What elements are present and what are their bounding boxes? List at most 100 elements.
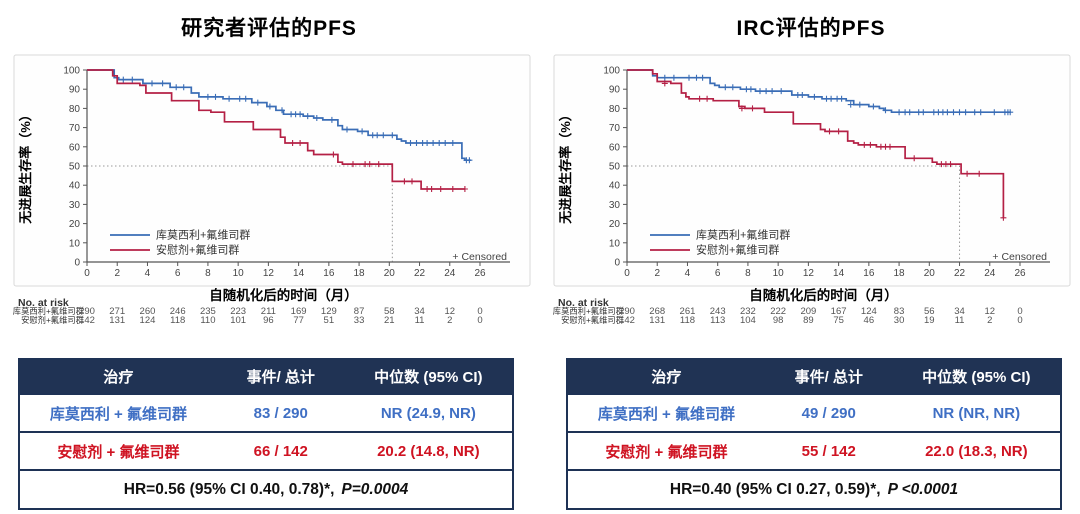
- risk-count: 33: [354, 315, 365, 326]
- table-row-treatment-arm: 库莫西利 + 氟维司群 49 / 290 NR (NR, NR): [568, 393, 1060, 431]
- risk-count: 129: [321, 306, 337, 317]
- risk-count: 34: [414, 306, 425, 317]
- x-tick-label: 10: [773, 268, 785, 279]
- risk-count: 290: [619, 306, 635, 317]
- events-total-value: 66 / 142: [253, 442, 308, 460]
- no-at-risk-label: No. at risk: [558, 297, 609, 309]
- risk-count: 2: [447, 315, 452, 326]
- y-tick-label: 70: [69, 123, 81, 134]
- risk-count: 260: [140, 306, 156, 317]
- x-tick-label: 4: [685, 268, 691, 279]
- header-events-total: 事件/ 总计: [794, 369, 863, 386]
- risk-count: 104: [740, 315, 756, 326]
- table-row-placebo-arm: 安慰剂 + 氟维司群 66 / 142 20.2 (14.8, NR): [20, 431, 512, 469]
- header-treatment: 治疗: [103, 369, 134, 386]
- right-chart-title: IRC评估的PFS: [736, 17, 886, 40]
- y-tick-label: 0: [74, 258, 80, 269]
- x-tick-label: 4: [145, 268, 151, 279]
- y-tick-label: 90: [609, 85, 621, 96]
- x-tick-label: 18: [354, 268, 366, 279]
- x-tick-label: 16: [323, 268, 335, 279]
- y-tick-label: 70: [609, 123, 621, 134]
- risk-count: 11: [415, 315, 425, 326]
- median-ci-value: 22.0 (18.3, NR): [925, 442, 1028, 460]
- legend-label-1: 安慰剂+氟维司群: [156, 243, 239, 257]
- x-tick-label: 14: [833, 268, 845, 279]
- censor-marks-1: [661, 80, 1007, 221]
- risk-count: 243: [710, 306, 726, 317]
- y-tick-label: 20: [69, 219, 81, 230]
- x-tick-label: 24: [984, 268, 996, 279]
- risk-count: 87: [354, 306, 365, 317]
- censored-legend: + Censored: [452, 251, 507, 263]
- y-tick-label: 10: [609, 238, 621, 249]
- censor-marks-0: [120, 76, 473, 164]
- treatment-name: 安慰剂 + 氟维司群: [605, 443, 728, 461]
- risk-count: 232: [740, 306, 756, 317]
- x-tick-label: 12: [803, 268, 815, 279]
- table-row-treatment-arm: 库莫西利 + 氟维司群 83 / 290 NR (24.9, NR): [20, 393, 512, 431]
- y-tick-label: 30: [69, 200, 81, 211]
- header-median-ci: 中位数 (95% CI): [374, 369, 483, 386]
- chart-frame: [13, 54, 531, 287]
- y-tick-label: 40: [69, 181, 81, 192]
- risk-count: 113: [710, 315, 725, 326]
- km-curve-0: [87, 69, 471, 162]
- median-reference-line: [627, 165, 961, 262]
- censor-marks-0: [661, 74, 1014, 116]
- risk-count: 0: [477, 315, 482, 326]
- hr-value: HR=0.40 (95% CI 0.27, 0.59)*,: [669, 480, 881, 498]
- median-ci-value: NR (NR, NR): [932, 404, 1021, 422]
- summary-table-investigator: 治疗 事件/ 总计 中位数 (95% CI) 库莫西利 + 氟维司群 83 / …: [18, 358, 514, 510]
- x-tick-label: 14: [293, 268, 305, 279]
- summary-table-irc: 治疗 事件/ 总计 中位数 (95% CI) 库莫西利 + 氟维司群 49 / …: [566, 358, 1062, 510]
- x-axis-title: 自随机化后的时间（月）: [749, 287, 898, 303]
- y-tick-label: 100: [603, 66, 620, 77]
- km-panel-investigator: 0 10 20 30 40 50 60 70 80 90 100 0 2 4 6 8 10 12 14 16 18 20 2…: [4, 54, 534, 348]
- risk-count: 101: [230, 315, 246, 326]
- x-tick-label: 20: [924, 268, 936, 279]
- no-at-risk-label: No. at risk: [18, 297, 69, 309]
- risk-count: 223: [230, 306, 246, 317]
- treatment-name: 库莫西利 + 氟维司群: [597, 405, 735, 423]
- x-tick-label: 2: [114, 268, 120, 279]
- km-panel-irc: 0 10 20 30 40 50 60 70 80 90 100 0 2 4 6 8 10 12 14 16 18 20 2…: [544, 54, 1074, 348]
- y-tick-label: 80: [69, 104, 81, 115]
- risk-count: 118: [680, 315, 695, 326]
- x-tick-label: 0: [624, 268, 630, 279]
- table-row-placebo-arm: 安慰剂 + 氟维司群 55 / 142 22.0 (18.3, NR): [568, 431, 1060, 469]
- risk-count: 110: [200, 315, 215, 326]
- risk-count: 271: [109, 306, 125, 317]
- risk-count: 89: [803, 315, 814, 326]
- y-tick-label: 90: [69, 85, 81, 96]
- risk-count: 11: [955, 315, 965, 326]
- risk-count: 131: [649, 315, 665, 326]
- hazard-ratio-footer: HR=0.56 (95% CI 0.40, 0.78)*, P=0.0004: [20, 469, 512, 508]
- x-tick-label: 18: [894, 268, 906, 279]
- risk-count: 46: [864, 315, 875, 326]
- legend-label-0: 库莫西利+氟维司群: [696, 228, 790, 242]
- risk-count: 30: [894, 315, 905, 326]
- risk-count: 2: [987, 315, 992, 326]
- risk-count: 83: [894, 306, 905, 317]
- risk-count: 58: [384, 306, 395, 317]
- risk-count: 0: [477, 306, 482, 317]
- summary-header-row: 治疗 事件/ 总计 中位数 (95% CI): [568, 360, 1060, 393]
- events-total-value: 55 / 142: [801, 442, 856, 460]
- y-tick-label: 10: [69, 238, 81, 249]
- y-tick-label: 40: [609, 181, 621, 192]
- risk-count: 142: [79, 315, 95, 326]
- median-ci-value: NR (24.9, NR): [380, 404, 476, 422]
- x-tick-label: 20: [384, 268, 396, 279]
- x-tick-label: 6: [715, 268, 721, 279]
- risk-count: 142: [619, 315, 635, 326]
- legend-label-0: 库莫西利+氟维司群: [156, 228, 250, 242]
- x-tick-label: 10: [233, 268, 245, 279]
- x-tick-label: 26: [474, 268, 486, 279]
- risk-count: 235: [200, 306, 216, 317]
- y-tick-label: 30: [609, 200, 621, 211]
- p-value: P <0.0001: [887, 480, 959, 498]
- risk-row-label-0: 库莫西利+氟维司群: [553, 306, 624, 316]
- header-events-total: 事件/ 总计: [246, 369, 315, 386]
